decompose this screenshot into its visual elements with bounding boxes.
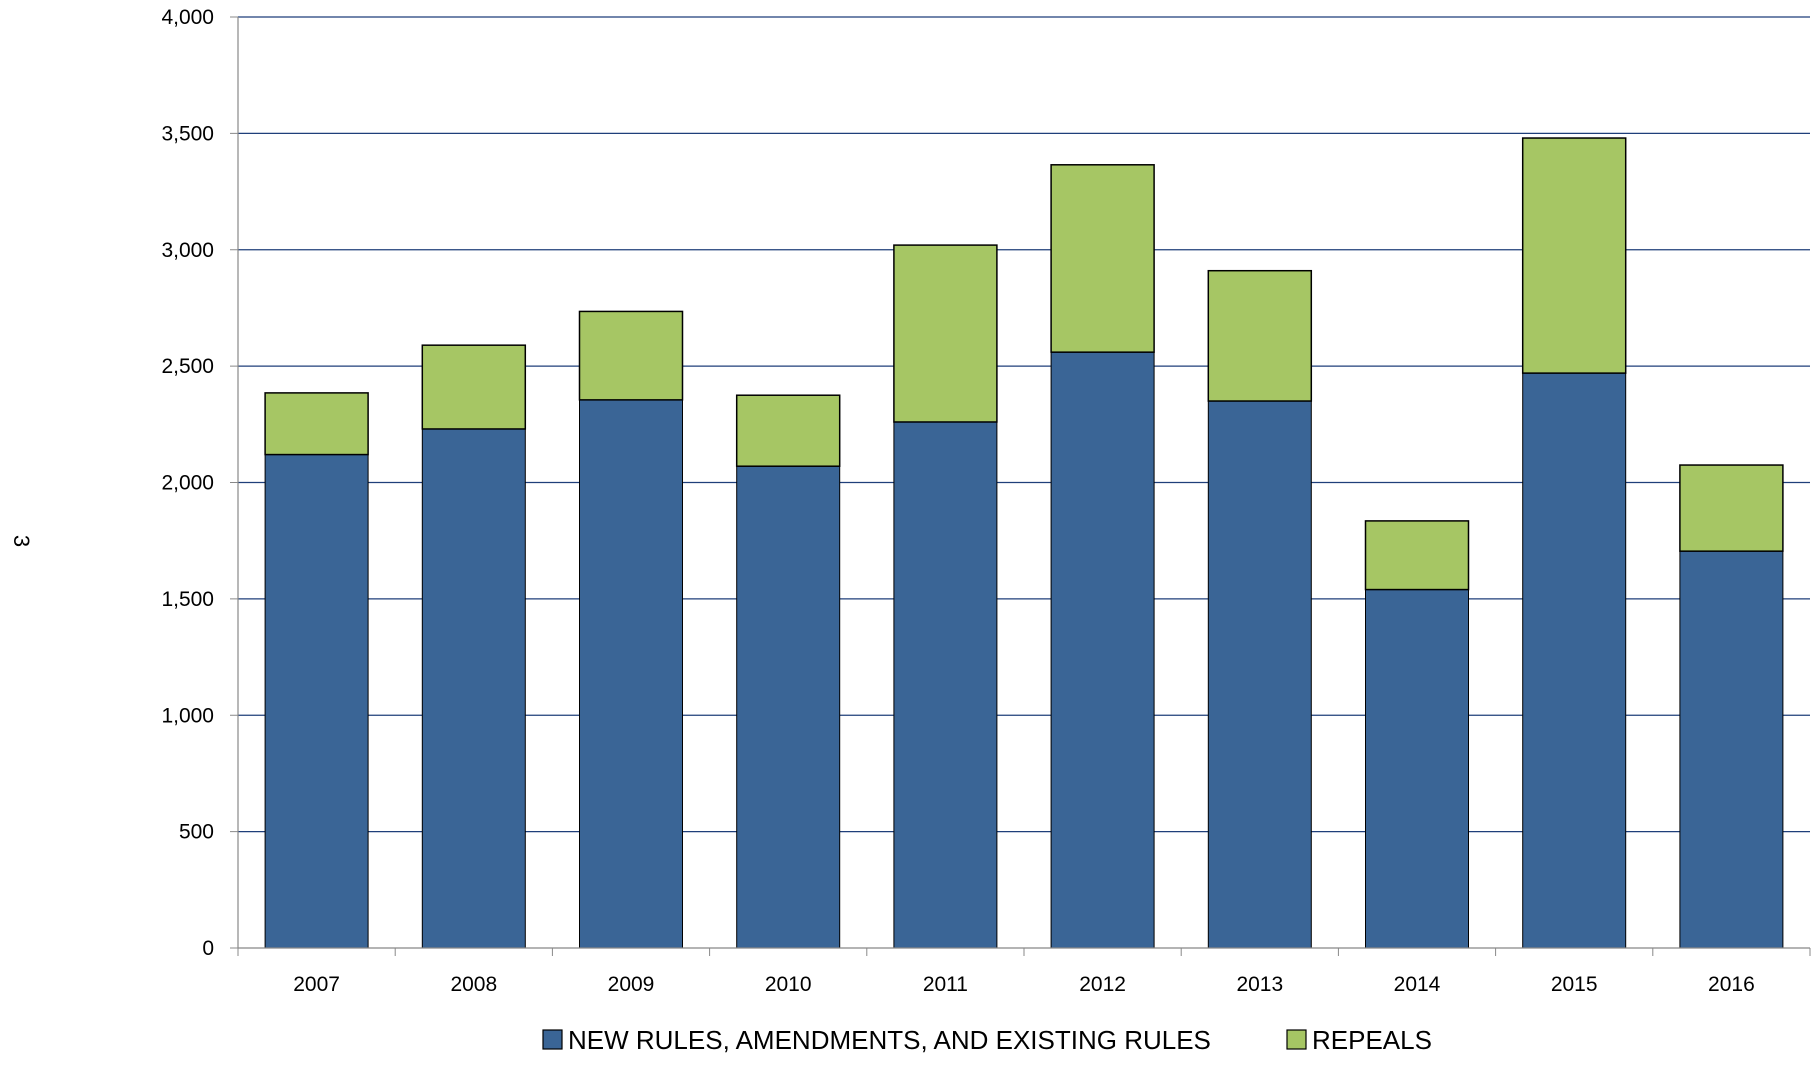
- y-tick-label: 2,000: [161, 472, 214, 495]
- bar-new-rules-2011: [893, 421, 998, 949]
- bar-new-rules-2010: [736, 465, 841, 949]
- bar-new-rules-2015: [1522, 372, 1627, 949]
- y-tick-labels: 0 500 1,000 1,500 2,000 2,500 3,000 3,500 4,000: [161, 6, 214, 960]
- x-tick-labels: 2007 2008 2009 2010 2011 2012 2013 2014 2015 2016: [293, 973, 1755, 996]
- x-tick-label: 2010: [765, 973, 812, 996]
- bar-new-rules-2012: [1050, 351, 1155, 949]
- bar-new-rules-2016: [1679, 550, 1784, 949]
- legend-swatch-repeals: [1286, 1029, 1307, 1050]
- legend: NEW RULES, AMENDMENTS, AND EXISTING RULE…: [542, 1025, 1432, 1055]
- legend-label-new-rules: NEW RULES, AMENDMENTS, AND EXISTING RULE…: [568, 1025, 1211, 1055]
- bar-new-rules-2009: [579, 399, 683, 949]
- x-tick-label: 2016: [1708, 973, 1755, 996]
- x-tick-label: 2007: [293, 973, 340, 996]
- bar-repeals-2012: [1050, 164, 1155, 353]
- x-tick-label: 2012: [1079, 973, 1126, 996]
- bar-repeals-2009: [578, 310, 684, 401]
- y-tick-label: 4,000: [161, 6, 214, 29]
- bar-new-rules-2013: [1207, 400, 1312, 949]
- x-tick-label: 2014: [1394, 973, 1441, 996]
- page-marker: 3: [9, 535, 34, 547]
- bar-new-rules-2014: [1365, 589, 1469, 949]
- bar-repeals-2007: [264, 392, 369, 456]
- bar-repeals-2016: [1679, 464, 1784, 552]
- y-tick-label: 3,000: [161, 239, 214, 262]
- y-tick-label: 1,500: [161, 588, 214, 611]
- y-tick-label: 500: [179, 821, 214, 844]
- bar-repeals-2011: [893, 244, 998, 423]
- x-tick-label: 2008: [450, 973, 497, 996]
- bar-repeals-2015: [1521, 137, 1627, 374]
- legend-label-repeals: REPEALS: [1312, 1025, 1432, 1055]
- axes: [230, 16, 1811, 956]
- x-tick-label: 2009: [608, 973, 655, 996]
- bar-repeals-2014: [1364, 520, 1470, 591]
- legend-swatch-new-rules: [542, 1029, 563, 1050]
- x-tick-label: 2015: [1551, 973, 1598, 996]
- y-tick-label: 3,500: [161, 122, 214, 145]
- x-tick-label: 2011: [923, 973, 968, 996]
- bar-repeals-2013: [1207, 269, 1313, 402]
- x-tick-label: 2013: [1236, 973, 1283, 996]
- y-tick-label: 1,000: [161, 704, 214, 727]
- bars: [264, 137, 1784, 949]
- y-tick-label: 0: [202, 937, 214, 960]
- bar-new-rules-2008: [421, 428, 526, 949]
- y-tick-label: 2,500: [161, 355, 214, 378]
- bar-repeals-2008: [421, 344, 527, 430]
- bar-repeals-2010: [735, 394, 841, 467]
- bar-new-rules-2007: [264, 454, 369, 949]
